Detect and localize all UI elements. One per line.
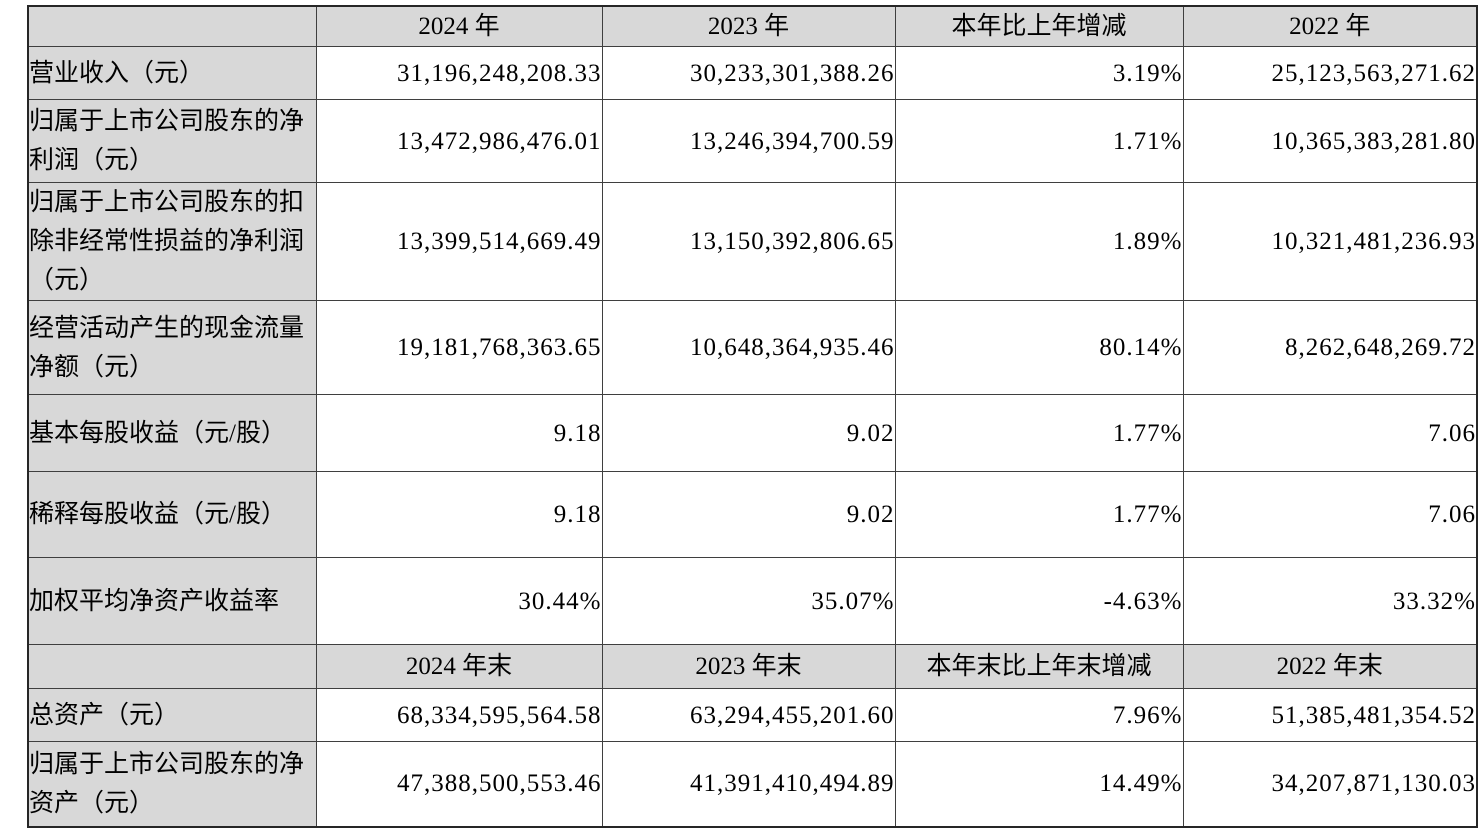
value-cell-2022: 7.06 xyxy=(1182,471,1478,558)
table-row-operating-cash-flow: 经营活动产生的现金流量净额（元） 19,181,768,363.65 10,64… xyxy=(27,300,1478,395)
header-yoy-change: 本年比上年增减 xyxy=(894,5,1184,47)
value-cell-2023: 35.07% xyxy=(601,557,896,645)
header-2024-end: 2024 年末 xyxy=(315,644,603,689)
change-cell: 1.77% xyxy=(894,471,1184,558)
change-cell: 1.77% xyxy=(894,394,1184,472)
value-cell-2024: 13,399,514,669.49 xyxy=(315,182,603,301)
change-cell: -4.63% xyxy=(894,557,1184,645)
value-cell-2022: 33.32% xyxy=(1182,557,1478,645)
row-label-cell: 加权平均净资产收益率 xyxy=(27,557,317,645)
value-cell-2024: 9.18 xyxy=(315,471,603,558)
value-cell-2024: 9.18 xyxy=(315,394,603,472)
value-cell-2023: 30,233,301,388.26 xyxy=(601,46,896,100)
value-cell-2023: 10,648,364,935.46 xyxy=(601,300,896,395)
header-year-end-change: 本年末比上年末增减 xyxy=(894,644,1184,689)
table-row-basic-eps: 基本每股收益（元/股） 9.18 9.02 1.77% 7.06 xyxy=(27,394,1478,472)
value-cell-2024-end: 68,334,595,564.58 xyxy=(315,688,603,742)
table-row-weighted-avg-roe: 加权平均净资产收益率 30.44% 35.07% -4.63% 33.32% xyxy=(27,557,1478,645)
table-row-operating-revenue: 营业收入（元） 31,196,248,208.33 30,233,301,388… xyxy=(27,46,1478,100)
value-cell-2024-end: 47,388,500,553.46 xyxy=(315,741,603,827)
value-cell-2023: 9.02 xyxy=(601,471,896,558)
value-cell-2022-end: 34,207,871,130.03 xyxy=(1182,741,1478,827)
header-blank-cell xyxy=(27,644,317,689)
value-cell-2022: 10,365,383,281.80 xyxy=(1182,99,1478,183)
value-cell-2024: 31,196,248,208.33 xyxy=(315,46,603,100)
value-cell-2024: 30.44% xyxy=(315,557,603,645)
header-blank-cell xyxy=(27,5,317,47)
change-cell: 1.89% xyxy=(894,182,1184,301)
value-cell-2022: 25,123,563,271.62 xyxy=(1182,46,1478,100)
financial-indicators-table: 2024 年 2023 年 本年比上年增减 2022 年 营业收入（元） 31,… xyxy=(27,5,1478,828)
row-label-cell: 总资产（元） xyxy=(27,688,317,742)
row-label-cell: 归属于上市公司股东的净资产（元） xyxy=(27,741,317,827)
value-cell-2023-end: 63,294,455,201.60 xyxy=(601,688,896,742)
value-cell-2022: 7.06 xyxy=(1182,394,1478,472)
value-cell-2023-end: 41,391,410,494.89 xyxy=(601,741,896,827)
table-row-total-assets: 总资产（元） 68,334,595,564.58 63,294,455,201.… xyxy=(27,688,1478,742)
table-row-diluted-eps: 稀释每股收益（元/股） 9.18 9.02 1.77% 7.06 xyxy=(27,471,1478,558)
period-end-header-row: 2024 年末 2023 年末 本年末比上年末增减 2022 年末 xyxy=(27,644,1478,689)
table-row-net-profit-excl-nonrecurring: 归属于上市公司股东的扣除非经常性损益的净利润（元） 13,399,514,669… xyxy=(27,182,1478,301)
row-label-cell: 基本每股收益（元/股） xyxy=(27,394,317,472)
header-2022-end: 2022 年末 xyxy=(1182,644,1478,689)
table-row-net-assets: 归属于上市公司股东的净资产（元） 47,388,500,553.46 41,39… xyxy=(27,741,1478,827)
value-cell-2024: 19,181,768,363.65 xyxy=(315,300,603,395)
value-cell-2022: 8,262,648,269.72 xyxy=(1182,300,1478,395)
value-cell-2022-end: 51,385,481,354.52 xyxy=(1182,688,1478,742)
row-label-cell: 归属于上市公司股东的净利润（元） xyxy=(27,99,317,183)
row-label-cell: 经营活动产生的现金流量净额（元） xyxy=(27,300,317,395)
header-2023-end: 2023 年末 xyxy=(601,644,896,689)
header-2023: 2023 年 xyxy=(601,5,896,47)
value-cell-2023: 9.02 xyxy=(601,394,896,472)
row-label-cell: 归属于上市公司股东的扣除非经常性损益的净利润（元） xyxy=(27,182,317,301)
change-cell: 80.14% xyxy=(894,300,1184,395)
change-cell: 14.49% xyxy=(894,741,1184,827)
change-cell: 3.19% xyxy=(894,46,1184,100)
row-label-cell: 营业收入（元） xyxy=(27,46,317,100)
value-cell-2023: 13,150,392,806.65 xyxy=(601,182,896,301)
table-row-net-profit: 归属于上市公司股东的净利润（元） 13,472,986,476.01 13,24… xyxy=(27,99,1478,183)
header-2024: 2024 年 xyxy=(315,5,603,47)
row-label-cell: 稀释每股收益（元/股） xyxy=(27,471,317,558)
change-cell: 7.96% xyxy=(894,688,1184,742)
value-cell-2023: 13,246,394,700.59 xyxy=(601,99,896,183)
header-2022: 2022 年 xyxy=(1182,5,1478,47)
period-header-row: 2024 年 2023 年 本年比上年增减 2022 年 xyxy=(27,5,1478,47)
value-cell-2024: 13,472,986,476.01 xyxy=(315,99,603,183)
value-cell-2022: 10,321,481,236.93 xyxy=(1182,182,1478,301)
change-cell: 1.71% xyxy=(894,99,1184,183)
